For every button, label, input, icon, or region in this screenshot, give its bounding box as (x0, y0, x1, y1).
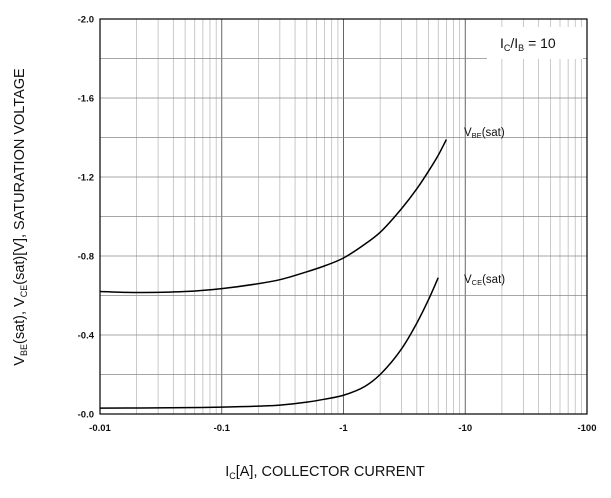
y-tick-label: -1.6 (78, 94, 94, 105)
series-label-vce: VCE(sat) (464, 274, 505, 287)
x-tick-label: -10 (458, 423, 472, 434)
vbe-sat-curve (99, 139, 448, 294)
y-tick-label: -2.0 (78, 15, 94, 26)
plot-frame (99, 18, 588, 415)
condition-label: IC/IB = 10 (500, 35, 556, 53)
x-tick-labels: -0.01 -0.1 -1 -10 -100 (89, 423, 596, 434)
x-tick-label: -0.1 (214, 423, 231, 434)
y-tick-label: -1.2 (78, 173, 94, 184)
y-tick-label: -0.0 (78, 410, 94, 421)
curves (99, 139, 448, 409)
y-tick-label: -0.4 (78, 331, 95, 342)
x-tick-label: -0.01 (89, 423, 111, 434)
y-tick-labels: -0.0 -0.4 -0.8 -1.2 -1.6 -2.0 (78, 15, 95, 421)
grid (99, 18, 588, 415)
y-tick-label: -0.8 (78, 252, 94, 263)
condition-box (487, 27, 583, 59)
y-axis-title: VBE(sat), VCE(sat)[V], SATURATION VOLTAG… (12, 68, 29, 366)
x-tick-label: -100 (577, 423, 596, 434)
x-axis-title: IC[A], COLLECTOR CURRENT (225, 464, 425, 481)
series-label-vbe: VBE(sat) (464, 127, 505, 140)
vce-sat-curve (99, 277, 439, 409)
x-tick-label: -1 (339, 423, 348, 434)
